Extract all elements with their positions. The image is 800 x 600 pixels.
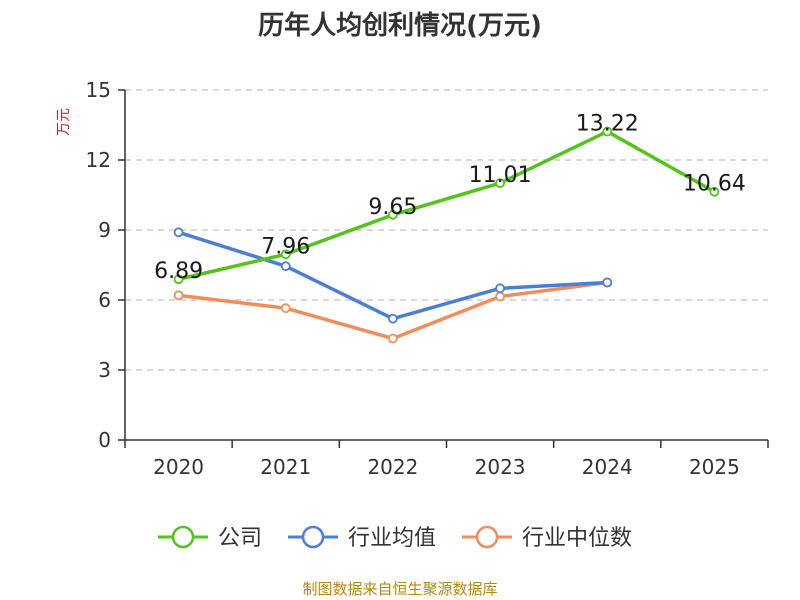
x-tick-label-2022: 2022	[367, 455, 418, 479]
data-point-3-2020	[173, 290, 184, 301]
series-group	[173, 126, 720, 344]
data-point-3-2023	[495, 291, 505, 302]
x-tick-label-2023: 2023	[475, 455, 526, 479]
legend-marker-1	[171, 525, 195, 549]
series-2	[173, 227, 613, 324]
data-point-3-2021	[280, 303, 291, 314]
data-point-3-2022	[388, 333, 398, 344]
series-line-1	[178, 129, 716, 281]
legend-label-3: 行业中位数	[522, 526, 632, 551]
series-3	[173, 277, 613, 344]
data-point-1-2024	[602, 126, 613, 137]
gridlines	[125, 89, 768, 371]
y-tick-label-12: 12	[86, 148, 111, 172]
x-tick-label-2024: 2024	[582, 455, 633, 479]
data-point-2-2024	[602, 277, 613, 288]
axes: 0 3 6 9 12 15 2020 2021 2022 2023 2024 2025	[86, 78, 769, 479]
y-tick-label-15: 15	[86, 78, 111, 102]
legend-item-1: 公司	[158, 525, 262, 551]
data-point-1-2021	[280, 249, 291, 260]
legend-item-3: 行业中位数	[462, 525, 632, 551]
chart-title: 历年人均创利情况(万元)	[258, 10, 542, 41]
y-tick-label-0: 0	[98, 428, 111, 452]
x-tick-label-2025: 2025	[689, 455, 740, 479]
legend-marker-2	[301, 525, 325, 549]
y-tick-label-9: 9	[98, 218, 111, 242]
y-tick-label-3: 3	[98, 358, 111, 382]
x-tick-label-2020: 2020	[153, 455, 204, 479]
y-axis-label: 万元	[56, 108, 72, 136]
legend: 公司 行业均值 行业中位数	[158, 525, 632, 551]
data-point-1-2025	[709, 186, 720, 197]
data-point-2-2022	[388, 313, 398, 324]
legend-label-1: 公司	[218, 526, 262, 551]
data-label-2020: 6.89	[154, 259, 203, 284]
data-point-2-2021	[280, 261, 291, 272]
data-point-2-2023	[495, 283, 505, 294]
series-line-2	[178, 230, 608, 321]
y-tick-label-6: 6	[98, 288, 111, 312]
data-labels: 6.89 7.96 9.65 11.01 13.22 10.64	[154, 112, 746, 285]
series-1	[173, 126, 720, 285]
data-label-2021: 7.96	[261, 234, 310, 259]
series-line-3	[178, 280, 608, 341]
data-label-2023: 11.01	[469, 163, 532, 188]
data-point-1-2023	[495, 178, 505, 189]
data-label-2025: 10.64	[683, 172, 746, 197]
x-tick-label-2021: 2021	[260, 455, 311, 479]
legend-label-2: 行业均值	[348, 526, 436, 551]
footer-source: 制图数据来自恒生聚源数据库	[302, 580, 497, 598]
legend-item-2: 行业均值	[288, 525, 436, 551]
data-label-2022: 9.65	[368, 195, 417, 220]
data-point-2-2020	[173, 227, 184, 238]
legend-marker-3	[475, 525, 499, 549]
data-point-1-2022	[388, 209, 398, 220]
data-point-1-2020	[173, 274, 184, 285]
data-label-2024: 13.22	[576, 112, 639, 137]
